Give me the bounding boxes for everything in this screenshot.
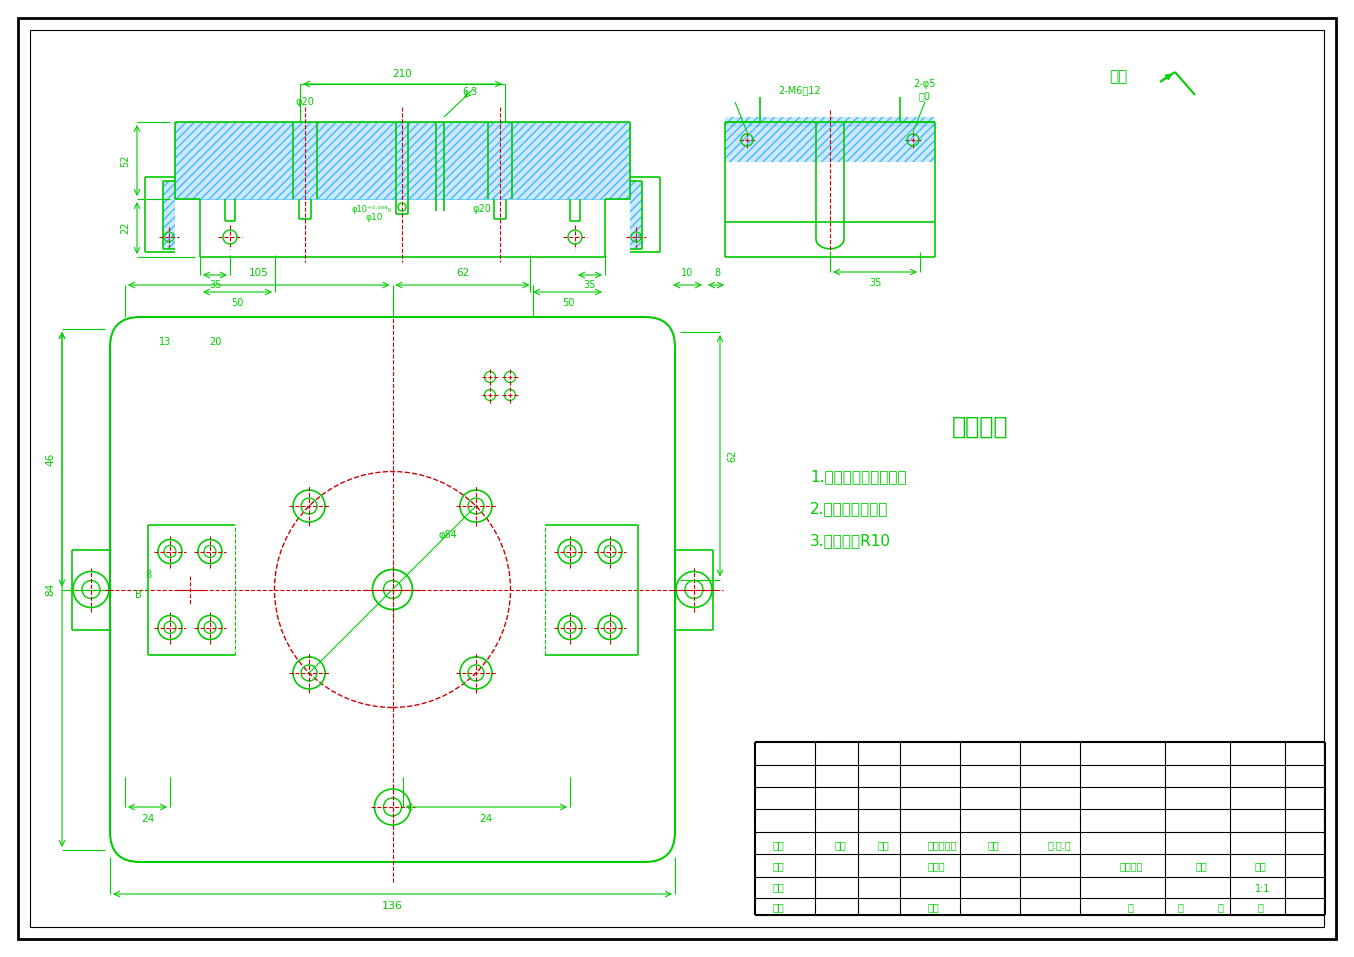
Text: 审核: 审核 [773, 882, 785, 892]
Text: 35: 35 [584, 280, 596, 290]
Bar [162, 181, 175, 249]
Text: 签名: 签名 [988, 840, 999, 850]
Text: 1.零件须去除氧化皮。: 1.零件须去除氧化皮。 [810, 470, 907, 484]
Bar [175, 122, 630, 199]
Text: 52: 52 [121, 154, 130, 167]
Text: 105: 105 [249, 268, 268, 278]
Text: φ84: φ84 [439, 529, 456, 540]
Text: 46: 46 [45, 453, 56, 466]
Text: 136: 136 [382, 901, 403, 911]
Text: 8: 8 [714, 268, 720, 278]
Text: 年.月.日: 年.月.日 [1048, 840, 1071, 850]
Text: 35: 35 [209, 280, 221, 290]
Text: 62: 62 [727, 450, 737, 462]
Text: 24: 24 [141, 814, 154, 824]
Text: 2-φ5
深0: 2-φ5 深0 [914, 79, 936, 100]
Text: 批准标记: 批准标记 [1120, 861, 1144, 871]
Text: 62: 62 [456, 268, 468, 278]
Text: 标记: 标记 [773, 840, 785, 850]
Text: 50: 50 [562, 298, 574, 308]
Text: 其余: 其余 [1109, 70, 1127, 84]
Text: 第: 第 [1219, 902, 1224, 912]
Bar [630, 181, 642, 249]
Text: B: B [134, 590, 141, 599]
Text: 22: 22 [121, 222, 130, 234]
Text: 8: 8 [145, 569, 152, 580]
Bar [724, 122, 936, 162]
Text: 重量: 重量 [1196, 861, 1208, 871]
Text: 2-M6深12: 2-M6深12 [779, 85, 822, 95]
Text: φ10: φ10 [366, 212, 383, 221]
Text: 比例: 比例 [1255, 861, 1267, 871]
Text: φ10⁺⁰·⁰⁰⁸₀: φ10⁺⁰·⁰⁰⁸₀ [352, 205, 393, 213]
Text: 更改文件号: 更改文件号 [927, 840, 957, 850]
Text: 批准: 批准 [927, 902, 940, 912]
Text: 技术要求: 技术要求 [952, 415, 1009, 439]
Text: 13: 13 [158, 337, 171, 347]
Text: 20: 20 [209, 337, 221, 347]
Text: 工艺: 工艺 [773, 902, 785, 912]
Text: 张: 张 [1258, 902, 1263, 912]
Text: 设计: 设计 [773, 861, 785, 871]
Text: 共: 共 [1128, 902, 1133, 912]
Text: 标准化: 标准化 [927, 861, 945, 871]
Text: 张: 张 [1178, 902, 1183, 912]
Text: 35: 35 [869, 278, 881, 288]
Text: 6.3: 6.3 [462, 87, 478, 97]
Text: 24: 24 [479, 814, 493, 824]
Text: φ20: φ20 [295, 97, 314, 107]
Text: 10: 10 [681, 268, 693, 278]
Text: 210: 210 [393, 69, 413, 79]
Text: 50: 50 [230, 298, 244, 308]
Text: 2.去除毛刷飞边。: 2.去除毛刷飞边。 [810, 501, 888, 517]
Text: φ20: φ20 [473, 204, 492, 214]
Text: 84: 84 [45, 583, 56, 596]
Bar [724, 117, 936, 127]
Text: 处数: 处数 [835, 840, 846, 850]
Text: 3.未注圆角R10: 3.未注圆角R10 [810, 533, 891, 548]
Text: 1:1: 1:1 [1255, 884, 1270, 894]
Text: 分区: 分区 [877, 840, 890, 850]
